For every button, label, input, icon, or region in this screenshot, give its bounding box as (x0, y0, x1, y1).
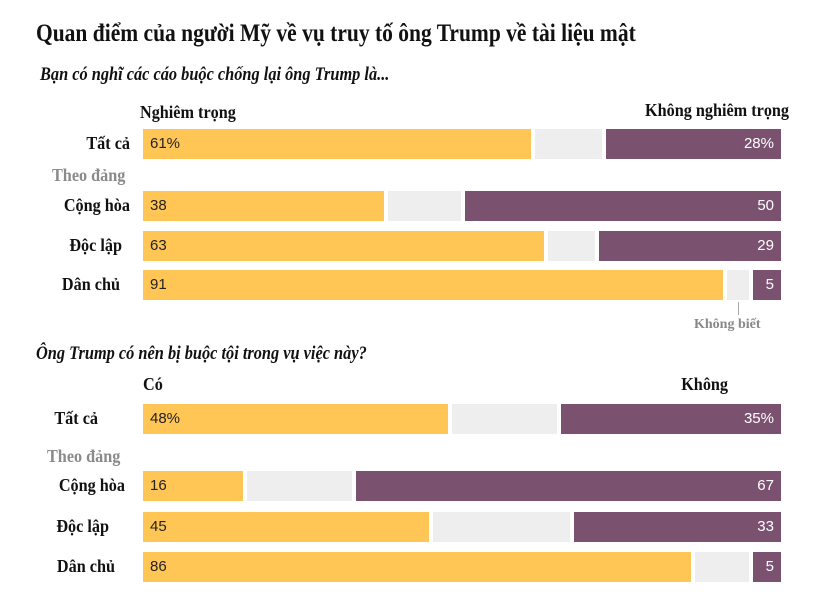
unknown-tick (738, 302, 739, 315)
bar-right: 35% (561, 404, 781, 434)
data-label: 45 (150, 518, 167, 535)
bar-unknown (247, 471, 353, 501)
row-label: Tất cả (86, 133, 130, 153)
right-label-1: Không nghiêm trọng (644, 100, 789, 120)
bar-right: 5 (753, 270, 781, 300)
data-label: 33 (757, 518, 774, 535)
data-label: 28% (743, 135, 774, 152)
row-label: Dân chủ (56, 556, 115, 576)
bar-unknown (452, 404, 557, 434)
row-label: Dân chủ (61, 274, 120, 294)
row-label: Độc lập (56, 516, 109, 536)
unknown-label: Không biết (694, 317, 761, 332)
bar-right: 29 (599, 231, 781, 261)
data-label: 16 (150, 477, 167, 494)
left-label-2: Có (143, 374, 163, 394)
bar-left: 45 (143, 512, 429, 542)
bar-unknown (548, 231, 596, 261)
bar-left: 16 (143, 471, 244, 501)
right-label-2: Không (681, 374, 728, 394)
row-label: Độc lập (69, 235, 122, 255)
data-label: 5 (765, 276, 774, 293)
row-label: Cộng hòa (63, 195, 131, 215)
bar-unknown (388, 191, 461, 221)
bar-left: 38 (143, 191, 385, 221)
bar-right: 50 (465, 191, 781, 221)
bar-left: 86 (143, 552, 692, 582)
group-label-2: Theo đảng (47, 446, 121, 466)
data-label: 86 (150, 558, 167, 575)
chart-title: Quan điểm của người Mỹ về vụ truy tố ông… (36, 20, 636, 47)
bar-unknown (727, 270, 749, 300)
bar-unknown (535, 129, 602, 159)
data-label: 67 (757, 477, 774, 494)
subtitle-1: Bạn có nghĩ các cáo buộc chống lại ông T… (40, 64, 390, 85)
row-label: Cộng hòa (58, 475, 126, 495)
data-label: 5 (765, 558, 774, 575)
data-label: 38 (150, 197, 167, 214)
left-label-1: Nghiêm trọng (140, 102, 236, 122)
subtitle-2: Ông Trump có nên bị buộc tội trong vụ vi… (36, 343, 367, 364)
bar-left: 61% (143, 129, 532, 159)
data-label: 61% (150, 135, 181, 152)
bar-left: 91 (143, 270, 724, 300)
data-label: 35% (743, 410, 774, 427)
data-label: 29 (757, 237, 774, 254)
row-label: Tất cả (54, 408, 98, 428)
bar-left: 63 (143, 231, 545, 261)
bar-unknown (695, 552, 749, 582)
bar-right: 5 (753, 552, 781, 582)
bar-right: 28% (605, 129, 781, 159)
data-label: 50 (757, 197, 774, 214)
bar-right: 33 (573, 512, 781, 542)
bar-unknown (433, 512, 570, 542)
data-label: 48% (150, 410, 181, 427)
data-label: 91 (150, 276, 167, 293)
bar-left: 48% (143, 404, 449, 434)
bar-right: 67 (356, 471, 781, 501)
data-label: 63 (150, 237, 167, 254)
group-label-1: Theo đảng (52, 165, 126, 185)
